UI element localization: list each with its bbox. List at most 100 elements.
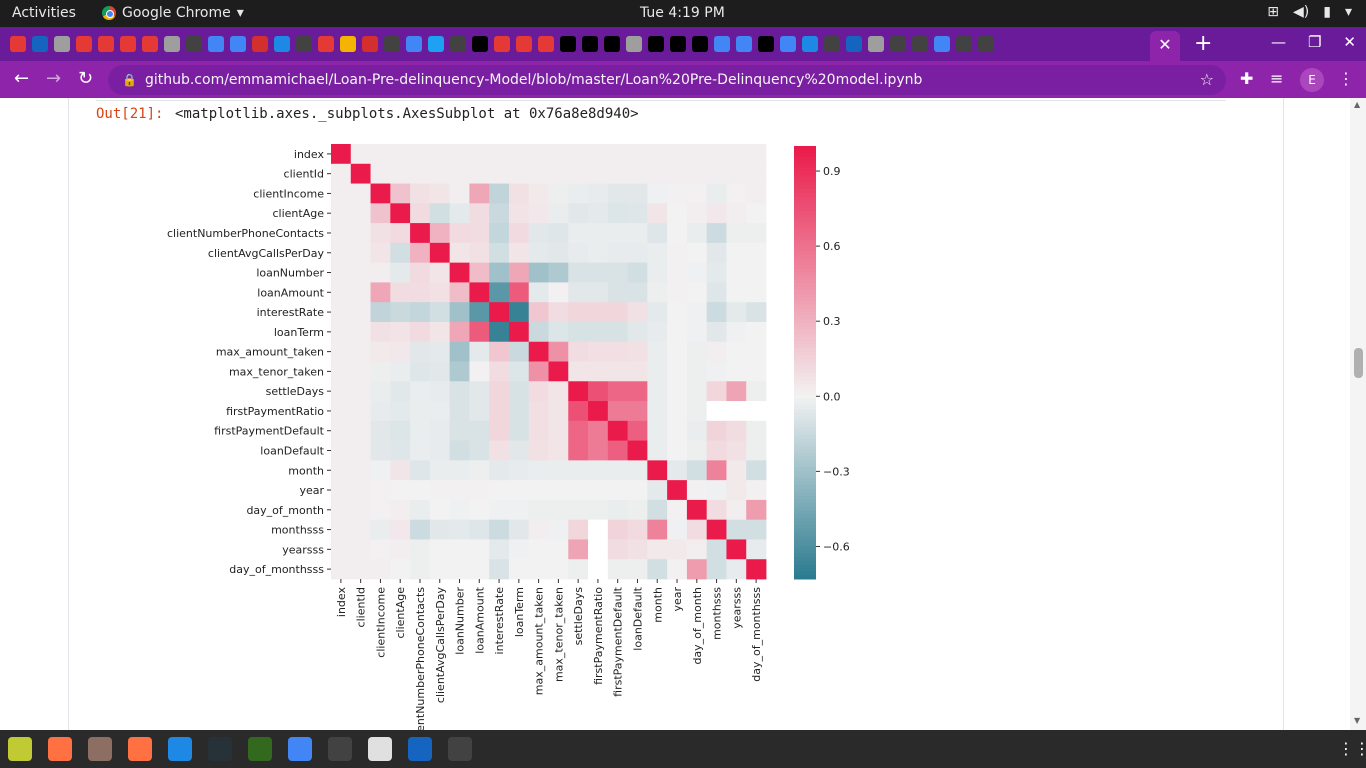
system-tray[interactable]: ⊞ ◀) ▮ ▾ <box>1267 4 1352 20</box>
heatmap-cell <box>390 460 411 481</box>
tab-favicon-icon[interactable] <box>868 36 884 52</box>
heatmap-cell <box>548 361 569 382</box>
heatmap-cell <box>588 440 609 461</box>
page-scrollbar[interactable]: ▲ ▼ <box>1350 98 1366 730</box>
maximize-icon[interactable]: ❐ <box>1307 33 1322 51</box>
dock-app-icon[interactable] <box>448 737 472 761</box>
tab-favicon-icon[interactable] <box>824 36 840 52</box>
active-tab-close-icon[interactable]: ✕ <box>1150 31 1180 61</box>
dock-app-icon[interactable] <box>328 737 352 761</box>
tab-favicon-icon[interactable] <box>956 36 972 52</box>
tab-favicon-icon[interactable] <box>670 36 686 52</box>
dock-app-icon[interactable] <box>248 737 272 761</box>
close-window-icon[interactable]: ✕ <box>1343 33 1356 51</box>
back-icon[interactable]: ← <box>14 68 30 89</box>
dock-app-icon[interactable] <box>128 737 152 761</box>
tab-favicon-icon[interactable] <box>164 36 180 52</box>
tab-favicon-icon[interactable] <box>406 36 422 52</box>
extensions-icon[interactable]: ✚ <box>1240 69 1254 88</box>
tab-favicon-icon[interactable] <box>186 36 202 52</box>
profile-avatar[interactable]: E <box>1300 68 1324 92</box>
tab-favicon-icon[interactable] <box>362 36 378 52</box>
show-apps-icon[interactable]: ⋮⋮ <box>1338 739 1366 758</box>
tab-favicon-icon[interactable] <box>978 36 994 52</box>
app-menu[interactable]: Google Chrome ▾ <box>102 5 244 21</box>
heatmap-cell <box>647 559 668 580</box>
tab-favicon-icon[interactable] <box>758 36 774 52</box>
heatmap-cell <box>508 401 530 422</box>
heatmap-cell <box>667 223 688 244</box>
tab-favicon-icon[interactable] <box>252 36 268 52</box>
dock-app-icon[interactable] <box>88 737 112 761</box>
heatmap-cell <box>331 460 352 481</box>
heatmap-cell <box>607 144 628 165</box>
heatmap-cell <box>449 203 470 224</box>
tab-favicon-icon[interactable] <box>76 36 92 52</box>
heatmap-cell <box>410 539 431 560</box>
tab-favicon-icon[interactable] <box>472 36 488 52</box>
tab-favicon-icon[interactable] <box>890 36 906 52</box>
dock-app-icon[interactable] <box>8 737 32 761</box>
tab-favicon-icon[interactable] <box>32 36 48 52</box>
heatmap-cell <box>528 420 549 441</box>
tab-favicon-icon[interactable] <box>274 36 290 52</box>
address-bar[interactable]: 🔒 github.com/emmamichael/Loan-Pre-delinq… <box>108 65 1226 95</box>
scrollbar-thumb[interactable] <box>1354 348 1363 378</box>
minimize-icon[interactable]: — <box>1270 33 1286 51</box>
tab-favicon-icon[interactable] <box>692 36 708 52</box>
tab-favicon-icon[interactable] <box>736 36 752 52</box>
tab-favicon-icon[interactable] <box>142 36 158 52</box>
tab-favicon-icon[interactable] <box>10 36 26 52</box>
new-tab-button[interactable]: + <box>1194 31 1213 56</box>
tab-favicon-icon[interactable] <box>384 36 400 52</box>
tab-favicon-icon[interactable] <box>230 36 246 52</box>
scroll-down-icon[interactable]: ▼ <box>1354 716 1361 725</box>
tab-favicon-icon[interactable] <box>54 36 70 52</box>
tab-favicon-icon[interactable] <box>98 36 114 52</box>
heatmap-cell <box>588 144 609 165</box>
colorbar-segment <box>794 373 816 378</box>
media-icon[interactable]: ≡ <box>1270 69 1284 88</box>
dock-app-icon[interactable] <box>48 737 72 761</box>
tab-favicon-icon[interactable] <box>208 36 224 52</box>
scroll-up-icon[interactable]: ▲ <box>1354 100 1361 109</box>
tab-favicon-icon[interactable] <box>934 36 950 52</box>
tab-favicon-icon[interactable] <box>516 36 532 52</box>
bookmark-star-icon[interactable]: ☆ <box>1199 70 1214 89</box>
heatmap-cell <box>469 480 490 501</box>
y-tick-label: interestRate <box>257 306 325 319</box>
dock-app-icon[interactable] <box>288 737 312 761</box>
tab-favicon-icon[interactable] <box>428 36 444 52</box>
heatmap-cell <box>528 341 549 362</box>
tab-favicon-icon[interactable] <box>604 36 620 52</box>
tab-favicon-icon[interactable] <box>846 36 862 52</box>
activities-button[interactable]: Activities <box>12 5 76 21</box>
tab-favicon-icon[interactable] <box>538 36 554 52</box>
navigation-bar: ← → ↻ 🔒 github.com/emmamichael/Loan-Pre-… <box>0 61 1366 98</box>
tab-favicon-icon[interactable] <box>120 36 136 52</box>
heatmap-cell <box>746 341 767 362</box>
dock-app-icon[interactable] <box>368 737 392 761</box>
dock-app-icon[interactable] <box>208 737 232 761</box>
tab-favicon-icon[interactable] <box>296 36 312 52</box>
tab-favicon-icon[interactable] <box>626 36 642 52</box>
tab-favicon-icon[interactable] <box>582 36 598 52</box>
tab-favicon-icon[interactable] <box>450 36 466 52</box>
tab-favicon-icon[interactable] <box>802 36 818 52</box>
heatmap-cell <box>508 223 530 244</box>
tab-favicon-icon[interactable] <box>648 36 664 52</box>
reload-icon[interactable]: ↻ <box>78 68 94 89</box>
clock[interactable]: Tue 4:19 PM <box>640 5 725 21</box>
tab-favicon-icon[interactable] <box>780 36 796 52</box>
dock-app-icon[interactable] <box>408 737 432 761</box>
tab-favicon-icon[interactable] <box>560 36 576 52</box>
menu-icon[interactable]: ⋮ <box>1338 69 1354 88</box>
tab-favicon-icon[interactable] <box>714 36 730 52</box>
tab-favicon-icon[interactable] <box>318 36 334 52</box>
tab-favicon-icon[interactable] <box>494 36 510 52</box>
tab-favicon-icon[interactable] <box>912 36 928 52</box>
heatmap-cell <box>508 480 530 501</box>
forward-icon[interactable]: → <box>46 68 62 89</box>
tab-favicon-icon[interactable] <box>340 36 356 52</box>
dock-app-icon[interactable] <box>168 737 192 761</box>
